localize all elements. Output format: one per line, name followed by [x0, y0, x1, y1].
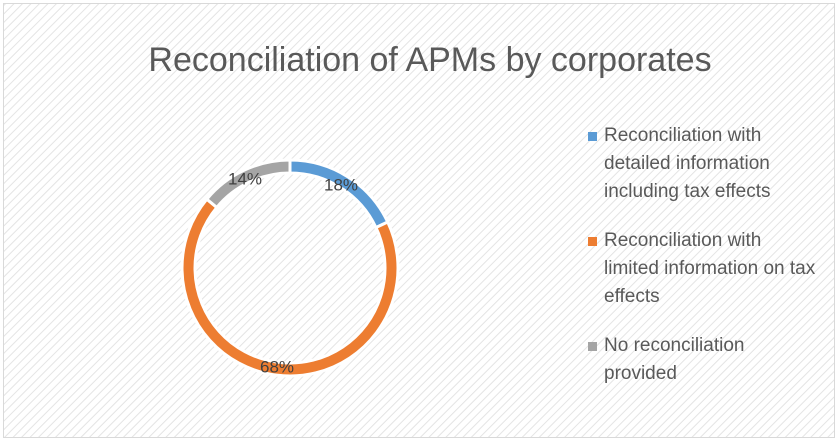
chart-title: Reconciliation of APMs by corporates: [148, 41, 711, 79]
legend-marker: [588, 132, 597, 141]
legend-label: Reconciliation with detailed information…: [604, 125, 771, 202]
legend-label: Reconciliation with limited information …: [604, 230, 816, 307]
donut-segment: [204, 158, 292, 210]
legend-label: No reconciliation provided: [604, 335, 745, 384]
legend-marker: [588, 237, 597, 246]
chart-background: [3, 3, 835, 438]
legend-marker: [588, 342, 597, 351]
data-label: 18%: [324, 175, 358, 194]
data-label: 68%: [260, 357, 294, 376]
data-label: 14%: [228, 169, 262, 188]
